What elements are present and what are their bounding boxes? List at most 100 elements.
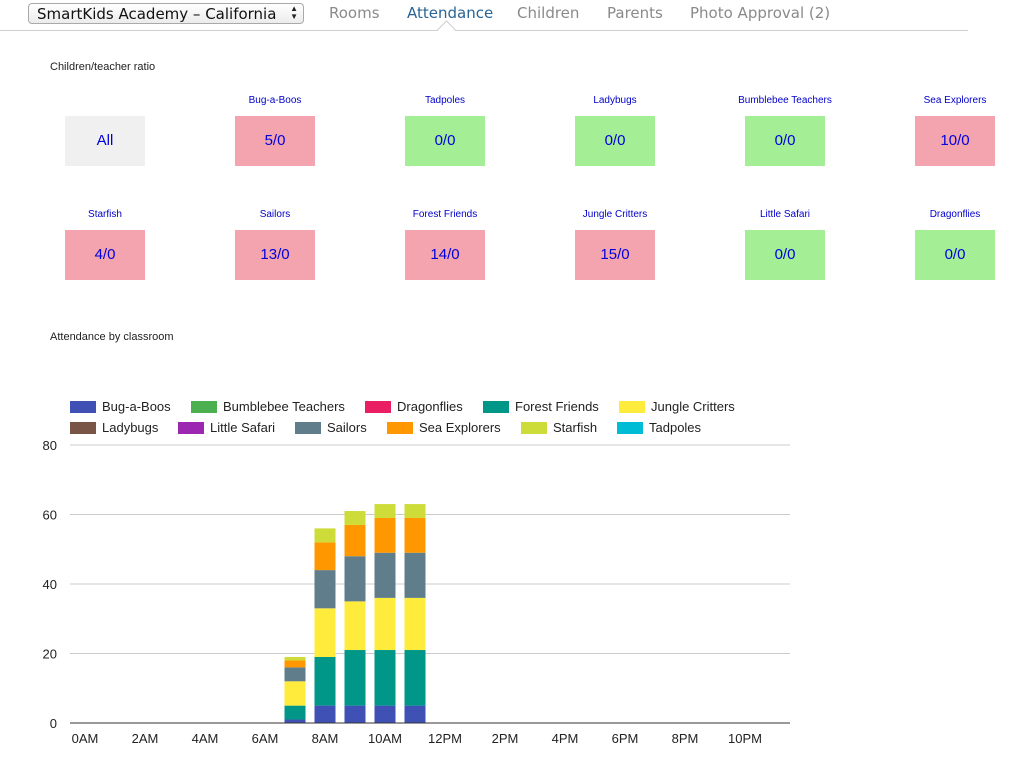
y-tick-label: 40 xyxy=(43,577,57,592)
ratio-box-dragonflies[interactable]: 0/0 xyxy=(915,230,995,280)
y-tick-label: 0 xyxy=(50,716,57,731)
legend-label: Dragonflies xyxy=(397,399,463,414)
bar-segment-jungle-critters-10am xyxy=(374,597,396,651)
bar-segment-jungle-critters-8am xyxy=(314,608,336,657)
legend-label: Ladybugs xyxy=(102,420,159,435)
x-tick-label: 10AM xyxy=(368,731,402,746)
legend-label: Sea Explorers xyxy=(419,420,501,435)
bar-segment-forest-friends-9am xyxy=(344,650,366,706)
bar-segment-forest-friends-7am xyxy=(284,705,306,720)
ratio-box-sailors[interactable]: 13/0 xyxy=(235,230,315,280)
bar-segment-sailors-7am xyxy=(284,667,306,682)
x-tick-label: 8PM xyxy=(672,731,699,746)
select-arrows-icon: ▲ ▼ xyxy=(290,4,298,21)
bar-segment-sailors-11am xyxy=(404,552,426,598)
x-tick-label: 12PM xyxy=(428,731,462,746)
bar-segment-forest-friends-11am xyxy=(404,650,426,706)
room-label-jungle-critters[interactable]: Jungle Critters xyxy=(582,209,648,220)
legend-swatch xyxy=(617,422,643,434)
room-label-ladybugs[interactable]: Ladybugs xyxy=(593,95,637,106)
legend-swatch xyxy=(295,422,321,434)
ratio-box-bumblebee-teachers[interactable]: 0/0 xyxy=(745,116,825,166)
legend-swatch xyxy=(387,422,413,434)
tab-rooms[interactable]: Rooms xyxy=(329,4,380,22)
legend-label: Starfish xyxy=(553,420,598,435)
room-label-starfish[interactable]: Starfish xyxy=(88,209,122,220)
bar-segment-forest-friends-8am xyxy=(314,656,336,706)
room-label-sailors[interactable]: Sailors xyxy=(259,209,291,220)
room-label-bumblebee-teachers[interactable]: Bumblebee Teachers xyxy=(738,95,832,106)
bar-segment-bug-a-boos-10am xyxy=(374,705,396,723)
room-label-sea-explorers[interactable]: Sea Explorers xyxy=(923,95,987,106)
room-label-tadpoles[interactable]: Tadpoles xyxy=(424,95,466,106)
x-tick-label: 8AM xyxy=(312,731,339,746)
legend-swatch xyxy=(70,401,96,413)
bar-segment-starfish-11am xyxy=(404,504,426,518)
tab-parents[interactable]: Parents xyxy=(607,4,663,22)
x-tick-label: 10PM xyxy=(728,731,762,746)
bar-segment-forest-friends-10am xyxy=(374,650,396,706)
y-tick-label: 20 xyxy=(43,647,57,662)
bar-segment-sea-explorers-10am xyxy=(374,517,396,553)
room-label-little-safari[interactable]: Little Safari xyxy=(759,209,811,220)
x-tick-label: 6AM xyxy=(252,731,279,746)
bar-segment-jungle-critters-11am xyxy=(404,597,426,651)
bar-segment-jungle-critters-9am xyxy=(344,601,366,651)
bar-segment-sailors-8am xyxy=(314,570,336,609)
room-label-forest-friends[interactable]: Forest Friends xyxy=(412,209,478,220)
legend-swatch xyxy=(619,401,645,413)
x-tick-label: 2AM xyxy=(132,731,159,746)
ratio-box-tadpoles[interactable]: 0/0 xyxy=(405,116,485,166)
legend-swatch xyxy=(483,401,509,413)
ratio-box-sea-explorers[interactable]: 10/0 xyxy=(915,116,995,166)
y-tick-label: 60 xyxy=(43,508,57,523)
room-label-dragonflies[interactable]: Dragonflies xyxy=(929,209,981,220)
legend-swatch xyxy=(178,422,204,434)
top-nav-bar: SmartKids Academy – California ▲ ▼ Rooms … xyxy=(0,0,968,39)
ratio-box-little-safari[interactable]: 0/0 xyxy=(745,230,825,280)
ratio-box-ladybugs[interactable]: 0/0 xyxy=(575,116,655,166)
tab-photo-approval[interactable]: Photo Approval (2) xyxy=(690,4,831,22)
active-tab-indicator xyxy=(437,20,456,39)
ratio-box-forest-friends[interactable]: 14/0 xyxy=(405,230,485,280)
ratio-box-jungle-critters[interactable]: 15/0 xyxy=(575,230,655,280)
tab-children[interactable]: Children xyxy=(517,4,580,22)
legend-swatch xyxy=(70,422,96,434)
legend-label: Sailors xyxy=(327,420,367,435)
tab-attendance[interactable]: Attendance xyxy=(407,4,494,22)
ratio-box-starfish[interactable]: 4/0 xyxy=(65,230,145,280)
ratio-section-title: Children/teacher ratio xyxy=(50,61,156,73)
bar-segment-bug-a-boos-11am xyxy=(404,705,426,723)
ratio-box-bug-a-boos[interactable]: 5/0 xyxy=(235,116,315,166)
ratio-box-all[interactable]: All xyxy=(65,116,145,166)
bar-segment-starfish-8am xyxy=(314,528,336,543)
bar-segment-bug-a-boos-8am xyxy=(314,705,336,723)
attendance-chart: 0 20 40 60 80 0AM 2AM 4AM 6AM 8AM 10AM 12PM 2PM 4PM 6P… xyxy=(43,438,790,746)
x-tick-label: 0AM xyxy=(72,731,99,746)
x-tick-label: 4AM xyxy=(192,731,219,746)
legend-label: Jungle Critters xyxy=(651,399,735,414)
bar-segment-jungle-critters-7am xyxy=(284,681,306,706)
bar-segment-bug-a-boos-7am xyxy=(284,719,306,723)
legend-label: Forest Friends xyxy=(515,399,599,414)
x-tick-label: 6PM xyxy=(612,731,639,746)
bar-segment-sea-explorers-7am xyxy=(284,660,306,668)
legend-swatch xyxy=(521,422,547,434)
bar-segment-sea-explorers-9am xyxy=(344,524,366,557)
bar-segment-starfish-9am xyxy=(344,511,366,525)
school-select[interactable]: SmartKids Academy – California ▲ ▼ xyxy=(28,3,304,24)
bar-segment-bug-a-boos-9am xyxy=(344,705,366,723)
bar-segment-sailors-10am xyxy=(374,552,396,598)
attendance-section-title: Attendance by classroom xyxy=(50,331,174,343)
legend-label: Little Safari xyxy=(210,420,276,435)
bar-segment-starfish-10am xyxy=(374,504,396,518)
room-label-bug-a-boos[interactable]: Bug-a-Boos xyxy=(248,95,302,106)
legend-label: Bug-a-Boos xyxy=(102,399,171,414)
legend-label: Tadpoles xyxy=(649,420,702,435)
x-tick-label: 4PM xyxy=(552,731,579,746)
legend-swatch xyxy=(191,401,217,413)
y-tick-label: 80 xyxy=(43,438,57,453)
x-tick-label: 2PM xyxy=(492,731,519,746)
bar-segment-sea-explorers-8am xyxy=(314,542,336,571)
bar-segment-sailors-9am xyxy=(344,556,366,602)
